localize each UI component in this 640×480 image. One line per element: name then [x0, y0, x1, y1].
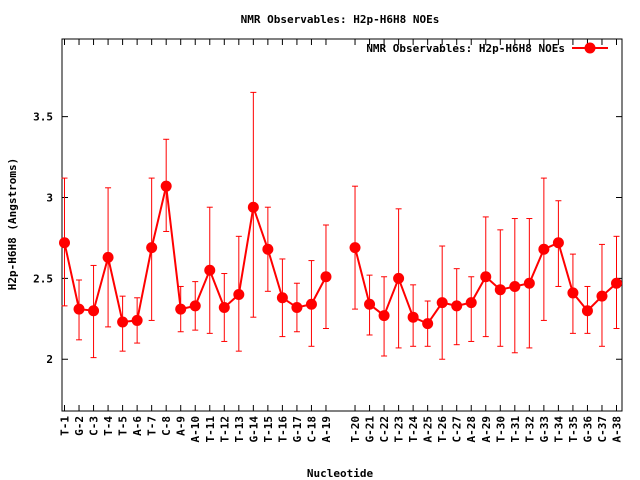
data-point [465, 297, 477, 309]
x-tick-label: A-6 [131, 416, 144, 436]
x-tick-label: C-3 [88, 416, 101, 436]
data-point [349, 242, 361, 254]
data-point [364, 298, 376, 310]
x-tick-label: T-11 [204, 416, 217, 443]
x-tick-label: T-24 [407, 416, 420, 443]
x-tick-label: A-25 [422, 416, 435, 443]
data-point [131, 314, 143, 326]
chart-title: NMR Observables: H2p-H6H8 NOEs [241, 13, 440, 26]
data-point [611, 277, 622, 289]
data-point [422, 318, 434, 330]
y-axis-label: H2p-H6H8 (Angstroms) [6, 158, 19, 290]
legend: NMR Observables: H2p-H6H8 NOEs [366, 42, 608, 55]
x-tick-label: T-35 [567, 416, 580, 443]
x-tick-label: T-26 [436, 416, 449, 443]
data-point [218, 301, 230, 313]
data-point [581, 305, 593, 317]
data-point [233, 289, 245, 301]
data-point [73, 303, 85, 315]
y-tick-label: 3 [46, 192, 53, 205]
data-point [102, 251, 114, 263]
data-point [596, 290, 608, 302]
data-point [247, 201, 259, 213]
x-tick-label: A-28 [465, 416, 478, 443]
x-tick-label: A-10 [189, 416, 202, 443]
data-point [117, 316, 129, 328]
x-tick-label: T-7 [146, 416, 159, 436]
data-point [567, 287, 579, 299]
x-tick-label: C-8 [160, 416, 173, 436]
x-tick-label: C-18 [305, 416, 318, 443]
x-axis: T-1 G-2 C-3 T-4 T-5 A-6 T-7 C-8 A-9 A-10 T-11 T-12 T… [59, 39, 624, 443]
data-point [480, 271, 492, 283]
y-tick-label: 2.5 [33, 272, 53, 285]
x-tick-label: T-1 [59, 416, 72, 436]
series-group [59, 91, 622, 360]
data-point [523, 277, 535, 289]
x-tick-label: A-9 [175, 416, 188, 436]
x-tick-label: C-27 [451, 416, 464, 443]
data-point [494, 284, 506, 296]
data-point [436, 297, 448, 309]
data-point [320, 271, 332, 283]
data-point [407, 311, 419, 323]
y-axis: 2 2.5 3 3.5 [33, 111, 622, 366]
data-point [305, 298, 317, 310]
data-point [88, 305, 100, 317]
legend-label: NMR Observables: H2p-H6H8 NOEs [366, 42, 565, 55]
x-tick-label: A-29 [480, 416, 493, 443]
x-tick-label: T-4 [102, 416, 115, 436]
data-point [393, 272, 405, 284]
x-tick-label: T-23 [393, 416, 406, 443]
x-tick-label: C-22 [378, 416, 391, 443]
y-tick-label: 2 [46, 353, 53, 366]
x-tick-label: T-12 [218, 416, 231, 443]
data-point [378, 310, 390, 322]
x-tick-label: G-17 [291, 416, 304, 443]
x-tick-label: G-21 [364, 416, 377, 443]
x-tick-label: A-38 [611, 416, 624, 443]
data-point [160, 180, 172, 192]
data-point [175, 303, 187, 315]
x-tick-label: T-20 [349, 416, 362, 443]
y-tick-label: 3.5 [33, 111, 53, 124]
plot-frame [61, 38, 623, 412]
x-tick-label: T-34 [552, 416, 565, 443]
x-tick-label: T-15 [262, 416, 275, 443]
x-tick-label: G-36 [581, 416, 594, 443]
data-point [291, 301, 303, 313]
data-point [509, 280, 521, 292]
x-axis-label: Nucleotide [307, 467, 374, 480]
x-tick-label: G-33 [538, 416, 551, 443]
data-point [59, 237, 70, 249]
data-point [262, 243, 274, 255]
x-tick-label: A-19 [320, 416, 333, 443]
x-tick-label: C-37 [596, 416, 609, 443]
data-point [451, 300, 463, 312]
x-tick-label: T-13 [233, 416, 246, 443]
x-tick-label: T-16 [276, 416, 289, 443]
data-point [146, 242, 158, 254]
x-tick-label: T-32 [523, 416, 536, 443]
x-tick-label: T-31 [509, 416, 522, 443]
x-tick-label: G-14 [247, 416, 260, 443]
data-point [552, 237, 564, 249]
data-point [276, 292, 288, 304]
x-tick-label: T-30 [494, 416, 507, 443]
data-point [189, 300, 201, 312]
data-point [204, 264, 216, 276]
legend-marker [584, 42, 596, 54]
x-tick-label: T-5 [117, 416, 130, 436]
data-point [538, 243, 550, 255]
x-tick-label: G-2 [73, 416, 86, 436]
